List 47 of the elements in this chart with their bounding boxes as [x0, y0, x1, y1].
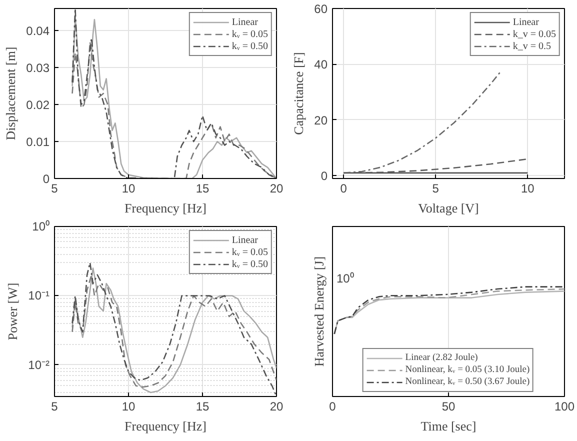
legend-label: k_v = 0.05	[512, 28, 556, 40]
x-axis-title: Frequency [Hz]	[124, 200, 206, 216]
x-axis-title: Time [sec]	[420, 418, 476, 434]
y-tick-label: 0	[42, 172, 50, 186]
x-tick-label: 0	[340, 182, 348, 196]
x-tick-label: 50	[442, 400, 456, 414]
x-tick-label: 10	[122, 182, 136, 196]
legend-label: kᵥ = 0.05	[232, 246, 268, 258]
legend-label: Nonlinear, kᵥ = 0.05 (3.10 Joule)	[405, 364, 530, 376]
legend-label: kᵥ = 0.50	[232, 258, 268, 270]
legend-label: kᵥ = 0.05	[232, 28, 268, 40]
y-tick-label: 40	[314, 58, 328, 72]
x-tick-label: 20	[270, 182, 284, 196]
x-tick-label: 100	[554, 400, 575, 414]
x-tick-label: 15	[196, 400, 210, 414]
legend-label: k_v = 0.5	[512, 40, 551, 52]
x-tick-label: 5	[51, 400, 58, 414]
y-tick-label: 60	[314, 2, 328, 16]
x-tick-label: 0	[329, 400, 336, 414]
y-tick-label: 0.04	[26, 24, 50, 38]
y-axis-title: Power [W]	[5, 282, 20, 340]
y-tick-label: 0	[320, 169, 328, 184]
y-tick-label: 10⁻¹	[28, 288, 50, 303]
x-axis-title: Frequency [Hz]	[124, 418, 206, 434]
y-tick-label: 20	[314, 113, 328, 128]
legend-label: Linear	[232, 16, 258, 28]
y-tick-label: 10⁰	[32, 220, 50, 234]
x-tick-label: 5	[51, 182, 58, 196]
y-tick-label: 0.02	[26, 98, 50, 112]
text: 10⁰	[336, 272, 354, 286]
y-axis-title: Capacitance [F]	[291, 52, 306, 135]
legend-label: Linear	[232, 234, 258, 246]
legend-label: kᵥ = 0.50	[232, 40, 268, 52]
x-tick-label: 15	[196, 182, 210, 196]
legend-label: Linear	[512, 16, 539, 28]
y-axis-title: Displacement [m]	[3, 46, 18, 140]
y-tick-label: 0.01	[26, 135, 50, 150]
y-tick-label: 0.03	[26, 61, 50, 76]
x-axis-title: Voltage [V]	[418, 200, 479, 216]
x-tick-label: 10	[122, 400, 136, 414]
legend-label: Linear (2.82 Joule)	[405, 352, 478, 364]
x-tick-label: 10	[521, 182, 535, 196]
legend-label: Nonlinear, kᵥ = 0.50 (3.67 Joule)	[405, 376, 530, 388]
y-tick-label: 10⁻²	[28, 358, 50, 372]
x-tick-label: 5	[432, 182, 440, 196]
y-axis-title: Harvested Energy [J]	[312, 256, 326, 367]
x-tick-label: 20	[270, 400, 284, 414]
